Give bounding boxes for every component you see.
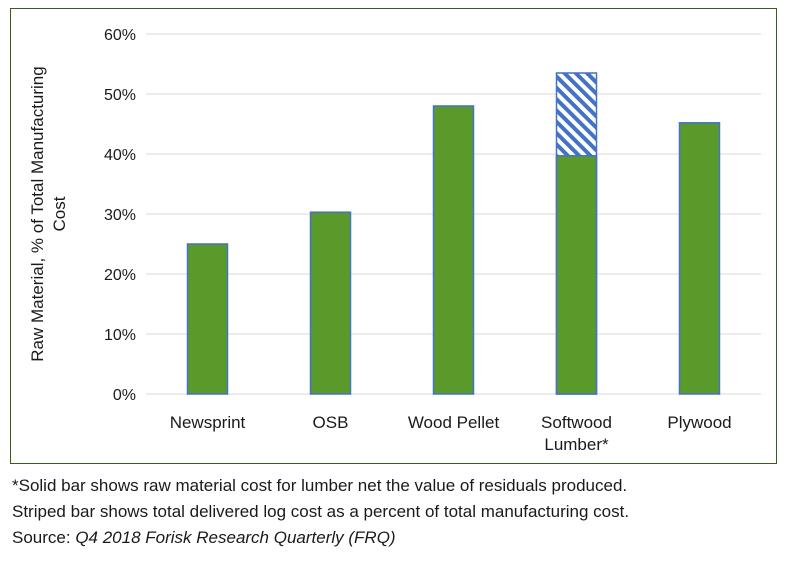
source-prefix: Source: — [12, 528, 76, 547]
chart-svg: 0% 10% 20% 30% 40% 50% 60% Newsprint OSB Wood Pe… — [28, 27, 761, 454]
y-axis-tick-labels: 0% 10% 20% 30% 40% 50% 60% — [104, 27, 136, 404]
x-label-newsprint: Newsprint — [170, 413, 246, 432]
x-label-softwood-lumber-line-1: Softwood — [541, 413, 612, 432]
x-label-plywood: Plywood — [667, 413, 731, 432]
bar-newsprint — [186, 243, 229, 395]
bars — [186, 72, 721, 395]
x-label-osb: OSB — [313, 413, 349, 432]
bar-osb — [309, 211, 352, 395]
y-tick-label-40: 40% — [104, 147, 136, 164]
source-title: Q4 2018 Forisk Research Quarterly (FRQ) — [75, 528, 396, 547]
y-tick-label-60: 60% — [104, 27, 136, 44]
y-axis-label-line-2: Cost — [50, 196, 69, 231]
footnote-source: Source: Q4 2018 Forisk Research Quarterl… — [12, 528, 396, 548]
x-label-wood-pellet: Wood Pellet — [408, 413, 500, 432]
footnote-line-1: *Solid bar shows raw material cost for l… — [12, 476, 628, 495]
bar-plywood — [678, 122, 721, 395]
y-axis-label-line-1: Raw Material, % of Total Manufacturing — [28, 66, 47, 361]
x-label-softwood-lumber-line-2: Lumber* — [544, 435, 609, 454]
y-tick-label-10: 10% — [104, 327, 136, 344]
bar-wood-pellet — [432, 105, 475, 395]
bar-softwood-lumber — [555, 155, 598, 395]
y-tick-label-30: 30% — [104, 207, 136, 224]
y-tick-label-0: 0% — [113, 387, 136, 404]
y-tick-label-50: 50% — [104, 87, 136, 104]
y-axis-label: Raw Material, % of Total Manufacturing Co… — [28, 66, 69, 361]
x-axis-category-labels: Newsprint OSB Wood Pellet Softwood Lumber* Pl… — [170, 413, 732, 454]
y-tick-label-20: 20% — [104, 267, 136, 284]
chart-frame: 0% 10% 20% 30% 40% 50% 60% Newsprint OSB Wood Pe… — [10, 8, 777, 464]
footnote-line-2: Striped bar shows total delivered log co… — [12, 502, 630, 521]
